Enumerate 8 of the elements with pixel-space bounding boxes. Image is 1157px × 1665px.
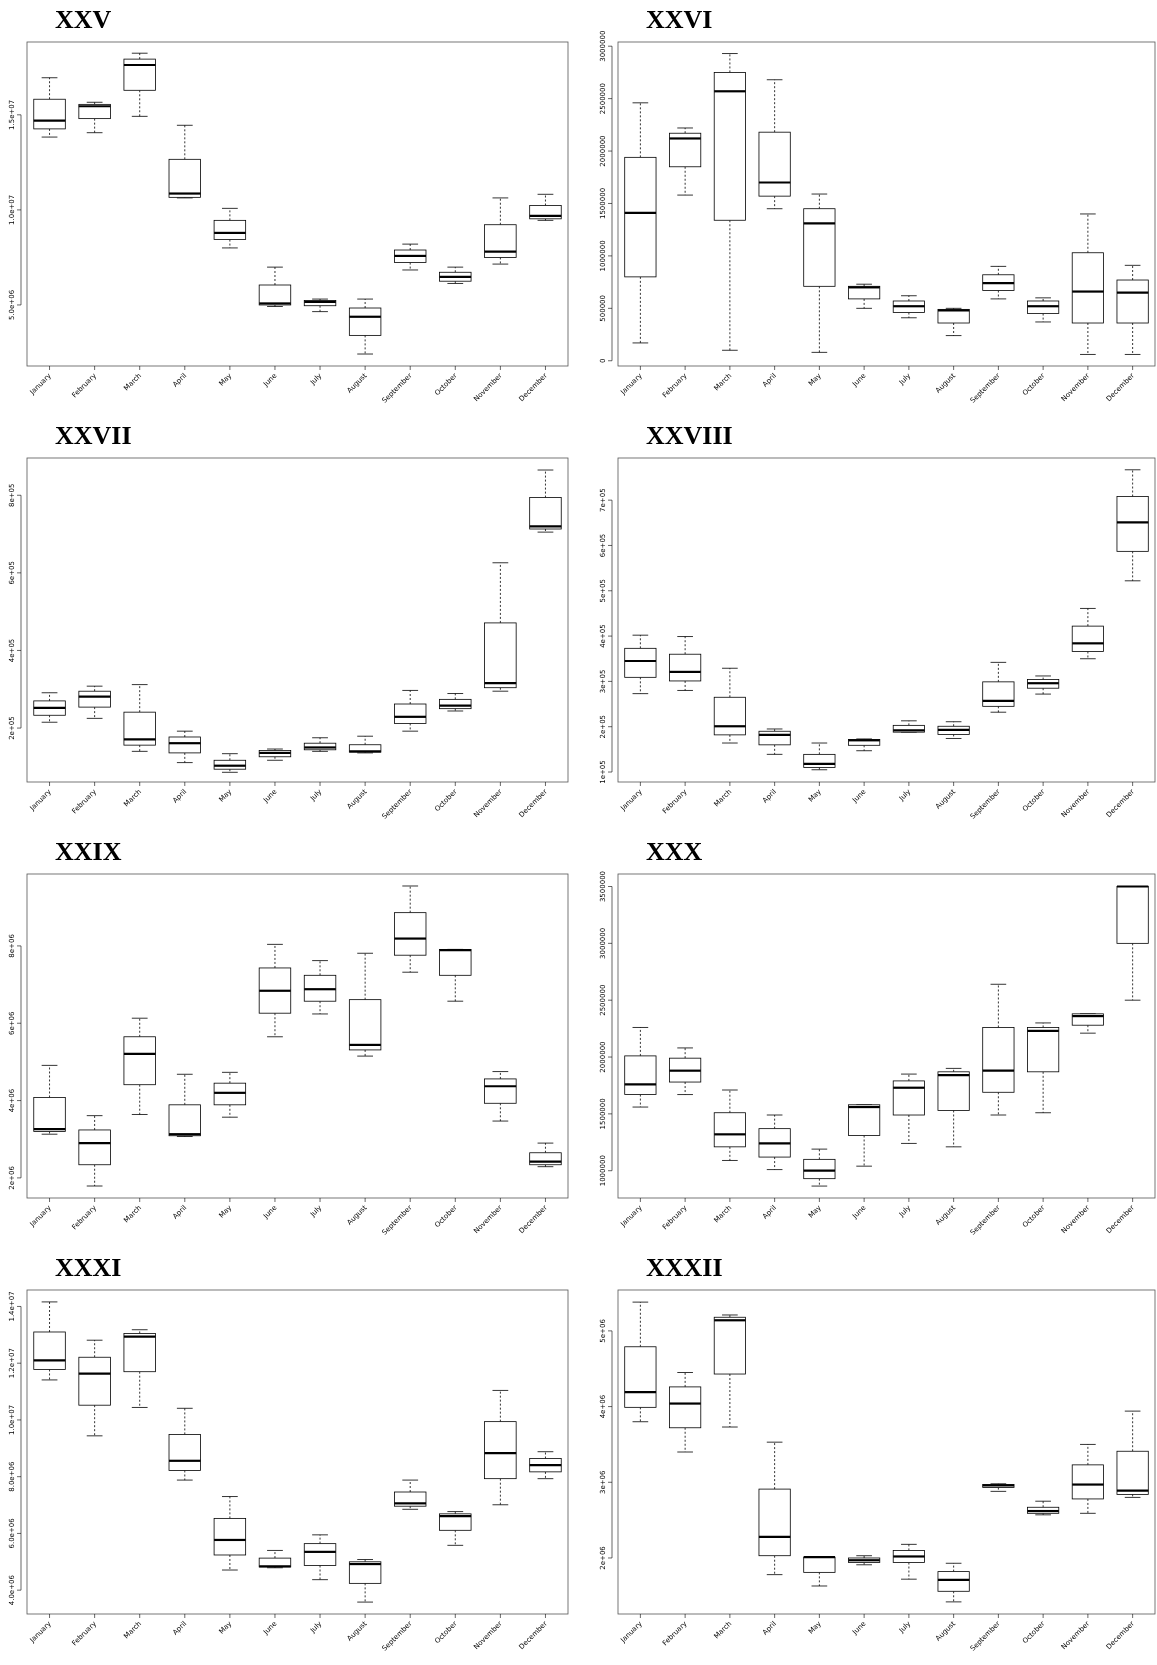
chart-title: XXVIII xyxy=(646,421,733,450)
chart-title: XXXI xyxy=(55,1253,122,1282)
chart-title: XXXII xyxy=(646,1253,723,1282)
chart-title: XXV xyxy=(55,5,112,34)
chart-title: XXVII xyxy=(55,421,132,450)
chart-title: XXX xyxy=(646,837,703,866)
chart-title: XXVI xyxy=(646,5,713,34)
chart-title: XXIX xyxy=(55,837,122,866)
